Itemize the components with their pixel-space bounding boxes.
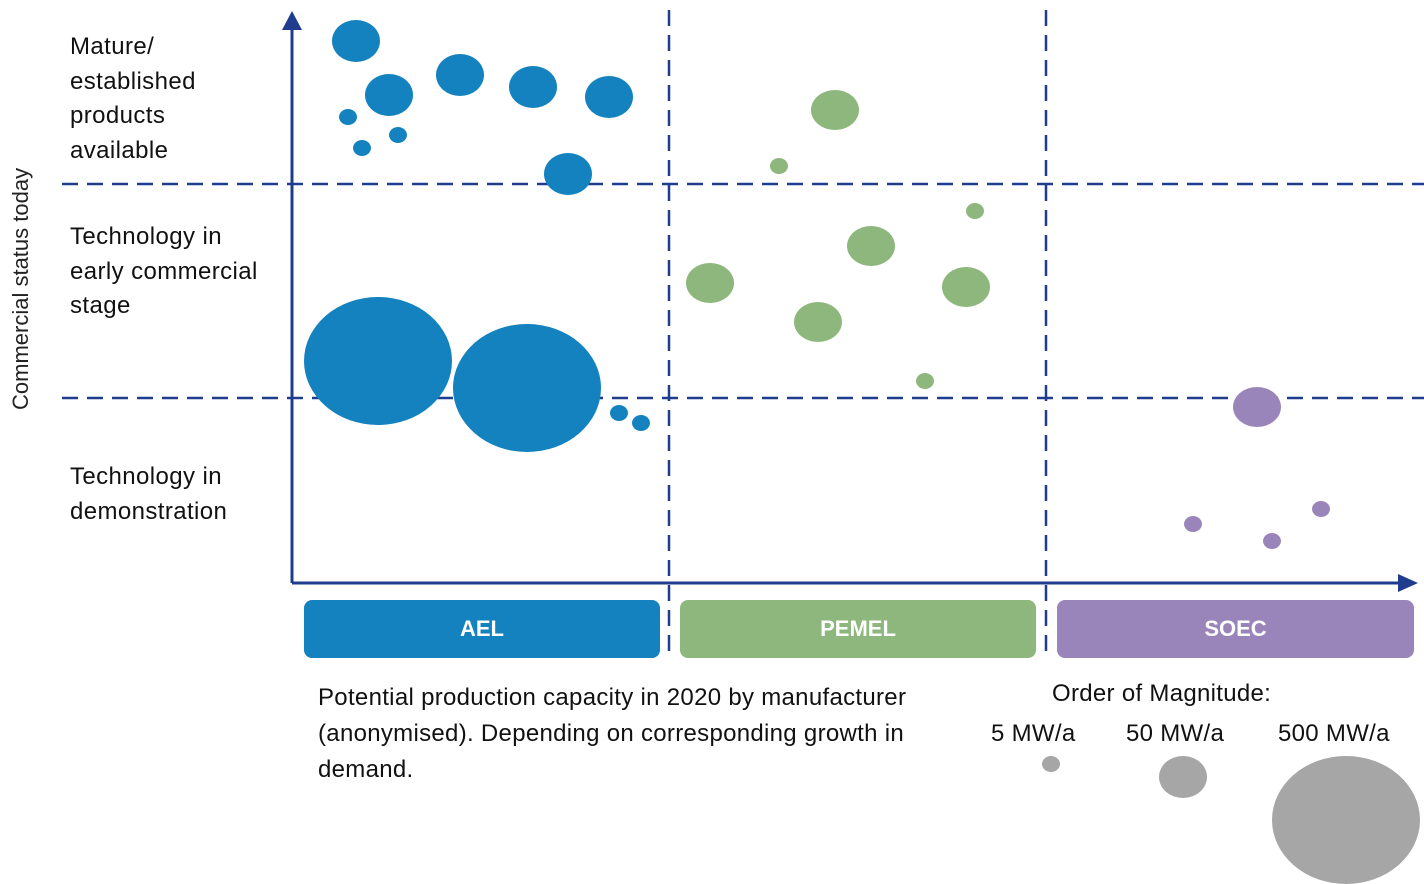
size-legend-label-50: 50 MW/a bbox=[1126, 720, 1225, 747]
bubble-ael-3 bbox=[339, 109, 357, 125]
bubble-pemel-20 bbox=[794, 302, 842, 342]
bubble-ael-11 bbox=[453, 324, 601, 452]
size-legend-bubble-5 bbox=[1042, 756, 1060, 772]
bubble-pemel-21 bbox=[916, 373, 934, 389]
bubble-soec-25 bbox=[1263, 533, 1281, 549]
bubble-ael-13 bbox=[632, 415, 650, 431]
size-legend-bubble-50 bbox=[1159, 756, 1207, 798]
bubble-ael-6 bbox=[436, 54, 484, 96]
bubble-soec-24 bbox=[1184, 516, 1202, 532]
y-axis-arrow bbox=[282, 11, 302, 30]
size-legend-bubble-500 bbox=[1272, 756, 1420, 884]
bubble-soec-23 bbox=[1312, 501, 1330, 517]
bubble-ael-1 bbox=[332, 20, 380, 62]
category-ael: AEL bbox=[304, 600, 660, 658]
bubble-pemel-16 bbox=[966, 203, 984, 219]
bubble-pemel-14 bbox=[811, 90, 859, 130]
x-axis-arrow bbox=[1398, 574, 1418, 592]
bubble-ael-10 bbox=[304, 297, 452, 425]
category-pemel: PEMEL bbox=[680, 600, 1036, 658]
bubble-pemel-19 bbox=[942, 267, 990, 307]
bubbles bbox=[304, 20, 1330, 549]
status-label-demonstration: Technology in demonstration bbox=[70, 463, 228, 525]
bubble-ael-4 bbox=[353, 140, 371, 156]
bubble-pemel-18 bbox=[686, 263, 734, 303]
axes bbox=[282, 11, 1418, 592]
bubble-pemel-17 bbox=[847, 226, 895, 266]
size-legend-label-500: 500 MW/a bbox=[1278, 720, 1390, 747]
bubble-pemel-15 bbox=[770, 158, 788, 174]
grid-lines bbox=[62, 10, 1424, 660]
size-legend-label-5: 5 MW/a bbox=[991, 720, 1076, 747]
y-axis-title: Commercial status today bbox=[8, 167, 33, 410]
bubble-soec-22 bbox=[1233, 387, 1281, 427]
size-legend-title: Order of Magnitude: bbox=[1052, 680, 1272, 707]
bubble-ael-12 bbox=[610, 405, 628, 421]
bubble-ael-8 bbox=[585, 76, 633, 118]
bubble-ael-5 bbox=[389, 127, 407, 143]
bubble-ael-7 bbox=[509, 66, 557, 108]
size-legend-bubbles bbox=[1042, 756, 1420, 884]
status-label-mature: Mature/ established products available bbox=[70, 33, 196, 164]
status-label-early-commercial: Technology in early commercial stage bbox=[70, 223, 258, 319]
category-soec: SOEC bbox=[1057, 600, 1414, 658]
capacity-note: Potential production capacity in 2020 by… bbox=[318, 684, 907, 783]
bubble-ael-2 bbox=[365, 74, 413, 116]
bubble-ael-9 bbox=[544, 153, 592, 195]
